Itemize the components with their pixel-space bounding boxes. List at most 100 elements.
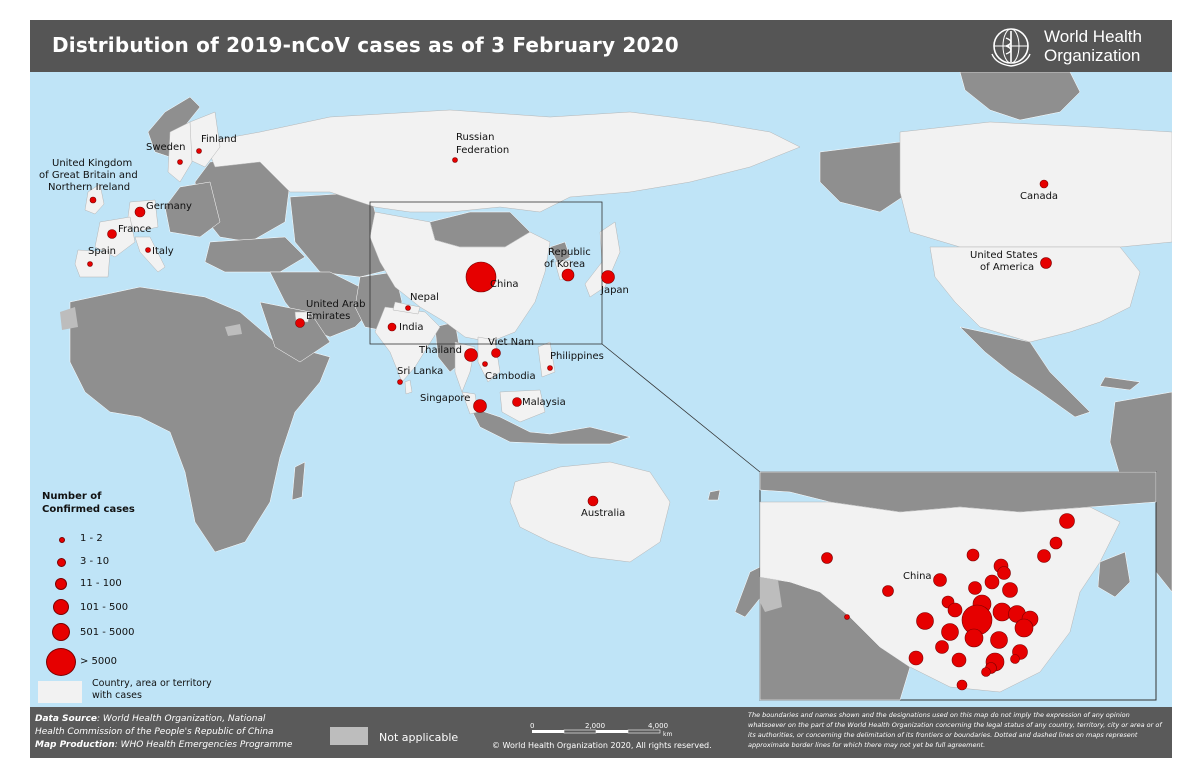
- dot-spain: [87, 261, 93, 267]
- north-korea-shape: [549, 241, 571, 265]
- label-germany: Germany: [146, 201, 192, 212]
- dot-qinghai: [882, 585, 894, 597]
- dot-heilongjiang: [1059, 513, 1075, 529]
- label-canada: Canada: [1020, 191, 1058, 202]
- legend-title-line1: Number of: [42, 491, 102, 502]
- dot-shandong: [1002, 582, 1018, 598]
- label-australia: Australia: [581, 508, 625, 519]
- dot-germany: [134, 206, 146, 218]
- dot-china: [465, 261, 497, 293]
- legend-label-1: 1 - 2: [80, 533, 103, 544]
- legend-title-line2: Confirmed cases: [42, 504, 135, 515]
- china-shape: [369, 211, 551, 343]
- label-japan: Japan: [600, 285, 629, 296]
- legend-dot-5: [52, 623, 70, 641]
- inset-south-asia-shape: [759, 576, 911, 701]
- who-name: World Health Organization: [1044, 27, 1142, 65]
- header-bar: Distribution of 2019-nCoV cases as of 3 …: [30, 20, 1172, 72]
- legend-dot-4: [53, 599, 69, 615]
- dot-jiangxi: [990, 631, 1008, 649]
- data-source: Data Source: World Health Organization, …: [35, 713, 292, 752]
- inset-locator-box: [369, 201, 603, 345]
- not-applicable-areas: [60, 307, 242, 336]
- legend-title: Number of Confirmed cases: [42, 490, 135, 516]
- madagascar-shape: [291, 461, 306, 501]
- label-russia-1: Russian: [456, 132, 495, 143]
- dot-sri-lanka: [397, 379, 403, 385]
- dot-tibet: [844, 614, 850, 620]
- usa-shape: [929, 246, 1141, 343]
- borneo-shape: [499, 389, 546, 423]
- label-uk-3: Northern Ireland: [48, 182, 130, 193]
- case-dots-world: [87, 148, 1052, 507]
- dot-xinjiang: [821, 552, 833, 564]
- dot-japan: [601, 270, 615, 284]
- map-canvas: Finland Sweden United Kingdom of Great B…: [39, 72, 1172, 701]
- dot-guangxi: [951, 652, 967, 668]
- legend-dot-2: [57, 558, 66, 567]
- label-thailand: Thailand: [418, 345, 462, 356]
- dot-gansu: [933, 573, 947, 587]
- label-usa-1: United States: [970, 250, 1038, 261]
- dot-uae: [295, 318, 305, 328]
- legend-label-5: 501 - 5000: [80, 627, 135, 638]
- dot-uk: [89, 196, 97, 204]
- dot-france: [107, 229, 117, 239]
- map-title: Distribution of 2019-nCoV cases as of 3 …: [52, 33, 679, 57]
- arabia-shape: [259, 301, 331, 363]
- dot-yunnan: [908, 650, 924, 666]
- legend-label-6: > 5000: [80, 656, 118, 667]
- dot-philippines: [547, 365, 553, 371]
- production-label: Map Production: [35, 740, 115, 750]
- canada-shape: [899, 121, 1172, 248]
- source-text: : World Health Organization, National: [97, 714, 266, 724]
- legend-country-swatch: [38, 681, 82, 703]
- dot-hunan: [964, 628, 984, 648]
- turkey-shape: [204, 236, 306, 273]
- dot-liaoning: [1037, 549, 1051, 563]
- legend-country-label: Country, area or territory with cases: [92, 678, 212, 702]
- africa-shape: [69, 286, 331, 553]
- legend-country-line1: Country, area or territory: [92, 678, 212, 689]
- copyright: © World Health Organization 2020, All ri…: [492, 741, 712, 750]
- label-india: India: [399, 322, 424, 333]
- legend-country-line2: with cases: [92, 690, 142, 701]
- who-logo: World Health Organization: [988, 24, 1158, 68]
- indonesia-shape: [469, 406, 631, 445]
- caribbean-shape: [1099, 376, 1141, 391]
- label-malaysia: Malaysia: [522, 397, 566, 408]
- australia-shape: [509, 461, 671, 563]
- who-emblem-icon: [991, 28, 1031, 67]
- japan-shape: [584, 221, 621, 298]
- inset-korea-shape: [1097, 551, 1131, 598]
- disclaimer: The boundaries and names shown and the d…: [748, 711, 1162, 749]
- scale-tick-0: 0: [530, 722, 534, 730]
- country-labels: Finland Sweden United Kingdom of Great B…: [39, 132, 1058, 582]
- dot-shanxi: [968, 581, 982, 595]
- label-spain: Spain: [88, 246, 116, 257]
- dot-hainan: [956, 679, 968, 691]
- dot-anhui: [992, 602, 1012, 622]
- dot-inner-mongolia: [966, 548, 980, 562]
- dot-russia: [452, 157, 458, 163]
- case-dots-china-provinces: [821, 513, 1075, 691]
- dot-hebei: [984, 574, 1000, 590]
- not-applicable-swatch: [330, 727, 368, 745]
- label-usa-2: of America: [980, 262, 1034, 273]
- mexico-shape: [959, 326, 1091, 418]
- alaska-shape: [819, 141, 911, 213]
- legend-dot-1: [59, 537, 65, 543]
- dot-canada: [1039, 179, 1049, 189]
- land-cases: [74, 109, 1172, 563]
- footer-bar: Data Source: World Health Organization, …: [30, 707, 1172, 758]
- central-europe-shape: [164, 181, 221, 238]
- dot-chongqing: [941, 623, 959, 641]
- dot-nepal: [405, 305, 411, 311]
- dot-usa: [1040, 257, 1052, 269]
- pacific-islands-shape: [707, 489, 721, 501]
- western-sahara-shape: [60, 307, 78, 330]
- label-sweden: Sweden: [146, 142, 186, 153]
- dot-cambodia: [482, 361, 488, 367]
- label-korea-1: Republic: [548, 247, 591, 258]
